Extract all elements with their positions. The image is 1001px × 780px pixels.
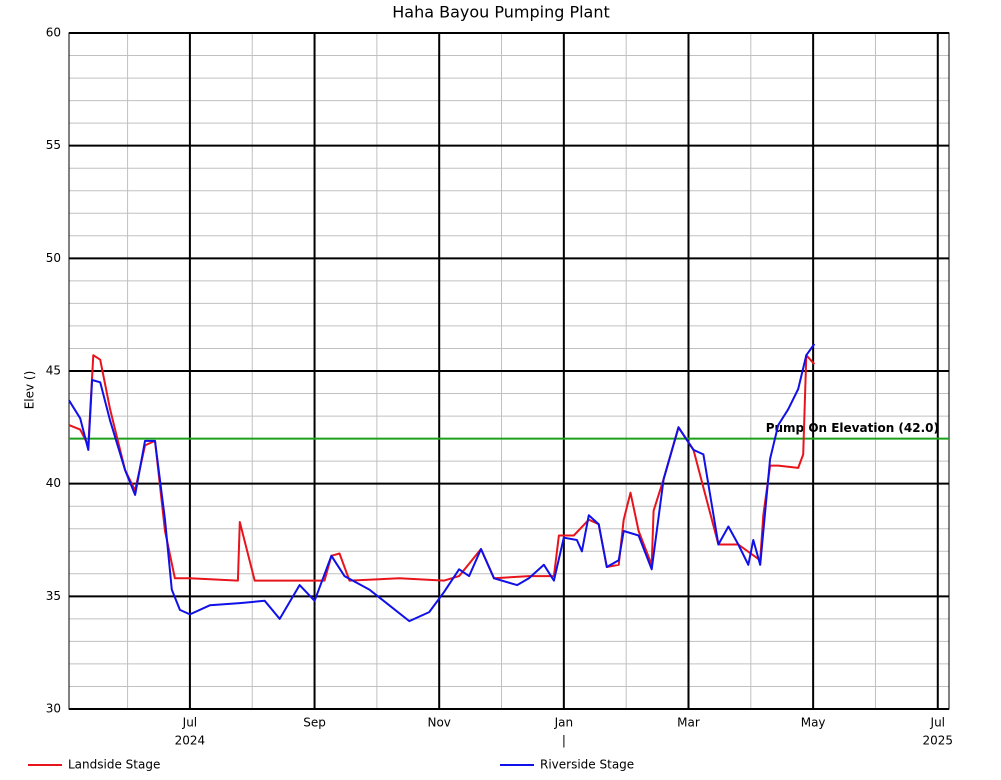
series-line — [68, 343, 816, 623]
chart-title: Haha Bayou Pumping Plant — [392, 3, 610, 22]
y-axis-label: Elev () — [23, 371, 37, 410]
series-line — [68, 354, 816, 582]
y-tick-label: 35 — [46, 589, 61, 603]
x-tick-label: Jan — [554, 716, 574, 730]
y-tick-label: 55 — [46, 138, 61, 152]
x-tick-label: Sep — [303, 716, 326, 730]
y-tick-label: 45 — [46, 364, 61, 378]
legend-label: Landside Stage — [68, 758, 160, 772]
reference-label: Pump On Elevation (42.0) — [766, 421, 939, 435]
x-tick-label: May — [801, 716, 826, 730]
x-tick-label: Jul — [930, 716, 945, 730]
y-tick-label: 40 — [46, 476, 61, 490]
y-tick-label: 50 — [46, 251, 61, 265]
x-year-label: 2025 — [923, 734, 954, 748]
x-year-label: 2024 — [175, 734, 206, 748]
y-tick-label: 60 — [46, 26, 61, 40]
legend-label: Riverside Stage — [540, 758, 634, 772]
y-tick-label: 30 — [46, 702, 61, 716]
x-year-label: | — [562, 734, 566, 748]
x-tick-label: Mar — [677, 716, 700, 730]
plot-frame — [68, 32, 950, 710]
x-tick-label: Nov — [427, 716, 450, 730]
x-tick-label: Jul — [182, 716, 197, 730]
